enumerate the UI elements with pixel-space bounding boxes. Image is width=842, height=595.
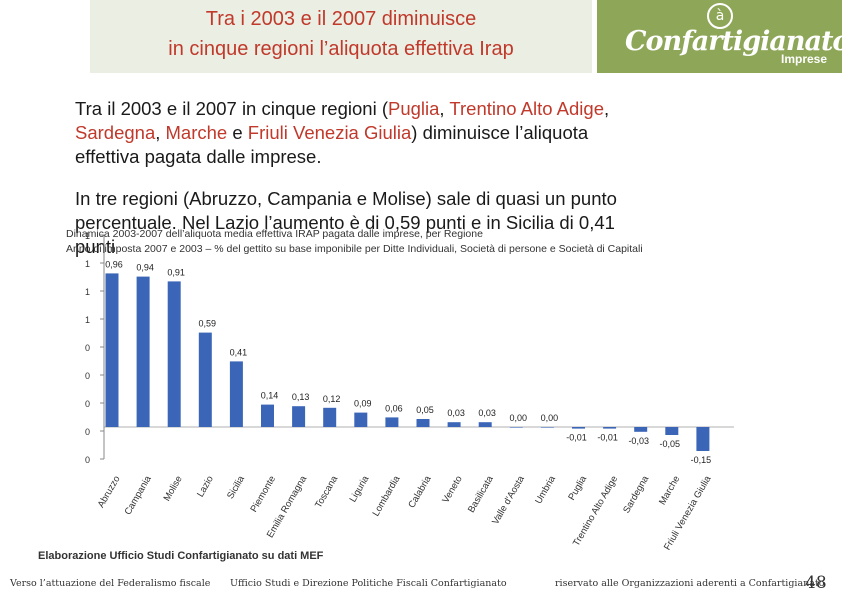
region-sardegna: Sardegna xyxy=(75,122,156,143)
data-label-18: -0,05 xyxy=(660,439,681,449)
chart-title: Dinamica 2003-2007 dell’aliquota media e… xyxy=(66,228,483,240)
bar-2 xyxy=(167,281,181,427)
y-tick-label: 1 xyxy=(85,259,90,269)
footer-right: riservato alle Organizzazioni aderenti a… xyxy=(555,578,825,589)
confartigianato-logo: à Confartigianato Imprese xyxy=(597,0,842,73)
data-label-13: 0,00 xyxy=(510,413,528,423)
data-label-5: 0,14 xyxy=(261,391,279,401)
bar-16 xyxy=(603,427,617,429)
category-label-7: Toscana xyxy=(313,473,341,510)
region-trentino: Trentino Alto Adige xyxy=(449,98,604,119)
data-label-17: -0,03 xyxy=(628,436,649,446)
data-label-1: 0,94 xyxy=(136,263,154,273)
category-label-4: Sicilia xyxy=(225,473,247,501)
data-label-15: -0,01 xyxy=(566,433,587,443)
category-label-11: Veneto xyxy=(440,474,464,505)
logo-subtitle: Imprese xyxy=(781,52,828,66)
bar-14 xyxy=(540,427,554,428)
data-label-14: 0,00 xyxy=(541,413,559,423)
y-tick-label: 0 xyxy=(85,399,90,409)
bar-9 xyxy=(385,417,399,427)
logo-mark: à xyxy=(707,3,733,29)
category-label-13: Valle d'Aosta xyxy=(490,473,527,526)
bar-12 xyxy=(478,422,492,427)
bar-13 xyxy=(509,427,523,428)
category-label-14: Umbria xyxy=(533,473,558,506)
bar-6 xyxy=(292,406,306,427)
bar-0 xyxy=(105,273,119,427)
data-label-7: 0,12 xyxy=(323,394,341,404)
bar-5 xyxy=(261,404,274,427)
y-tick-label: 1 xyxy=(85,287,90,297)
bar-7 xyxy=(323,407,337,427)
category-label-2: Molise xyxy=(162,474,185,503)
region-marche: Marche xyxy=(165,122,228,143)
category-label-1: Campania xyxy=(123,473,155,517)
category-label-3: Lazio xyxy=(195,474,216,499)
category-label-8: Liguria xyxy=(348,473,372,504)
data-label-16: -0,01 xyxy=(597,433,618,443)
chart-subtitle: Anno di imposta 2007 e 2003 – % del gett… xyxy=(66,243,643,255)
data-label-4: 0,41 xyxy=(230,347,248,357)
bar-8 xyxy=(354,412,368,427)
data-label-19: -0,15 xyxy=(691,455,712,465)
category-label-18: Marche xyxy=(657,474,682,507)
footer-center: Ufficio Studi e Direzione Politiche Fisc… xyxy=(230,578,507,589)
slide-title-line-1: Tra i 2003 e il 2007 diminuisce xyxy=(205,8,477,30)
source-note: Elaborazione Ufficio Studi Confartigiana… xyxy=(38,550,324,562)
data-label-0: 0,96 xyxy=(105,259,123,269)
category-label-9: Lombardia xyxy=(371,473,403,518)
category-label-10: Calabria xyxy=(406,473,434,510)
footer-left: Verso l’attuazione del Federalismo fisca… xyxy=(10,578,211,589)
y-tick-label: 0 xyxy=(85,371,90,381)
y-tick-label: 1 xyxy=(85,231,90,241)
data-label-2: 0,91 xyxy=(167,267,185,277)
category-label-17: Sardegna xyxy=(621,473,651,515)
category-label-12: Basilicata xyxy=(466,473,496,514)
bar-10 xyxy=(416,419,430,427)
paragraph-decrease: Tra il 2003 e il 2007 in cinque regioni … xyxy=(75,98,610,167)
bar-11 xyxy=(447,422,461,427)
category-label-15: Puglia xyxy=(566,473,589,502)
paragraph-increase: In tre regioni (Abruzzo, Campania e Moli… xyxy=(75,188,617,257)
y-tick-label: 1 xyxy=(85,315,90,325)
data-label-11: 0,03 xyxy=(447,408,465,418)
category-label-5: Piemonte xyxy=(249,474,279,514)
data-label-3: 0,59 xyxy=(199,319,217,329)
page-number: 48 xyxy=(805,573,827,593)
data-label-8: 0,09 xyxy=(354,399,372,409)
region-friuli: Friuli Venezia Giulia xyxy=(247,122,412,143)
bar-15 xyxy=(572,427,585,429)
slide-title-line-2: in cinque regioni l’aliquota effettiva I… xyxy=(168,38,514,60)
bar-3 xyxy=(198,332,212,427)
bar-4 xyxy=(229,361,243,427)
y-tick-label: 0 xyxy=(85,455,90,465)
y-tick-label: 0 xyxy=(85,343,90,353)
bar-17 xyxy=(634,427,648,432)
data-label-9: 0,06 xyxy=(385,403,403,413)
bar-18 xyxy=(665,427,679,435)
category-label-0: Abruzzo xyxy=(96,474,123,510)
title-banner: Tra i 2003 e il 2007 diminuisce in cinqu… xyxy=(90,0,592,73)
data-label-10: 0,05 xyxy=(416,405,434,415)
bar-1 xyxy=(136,276,150,427)
region-puglia: Puglia xyxy=(387,98,440,119)
data-label-12: 0,03 xyxy=(478,408,496,418)
data-label-6: 0,13 xyxy=(292,392,310,402)
logo-name: Confartigianato xyxy=(625,26,842,57)
bar-19 xyxy=(696,427,710,451)
y-tick-label: 0 xyxy=(85,427,90,437)
